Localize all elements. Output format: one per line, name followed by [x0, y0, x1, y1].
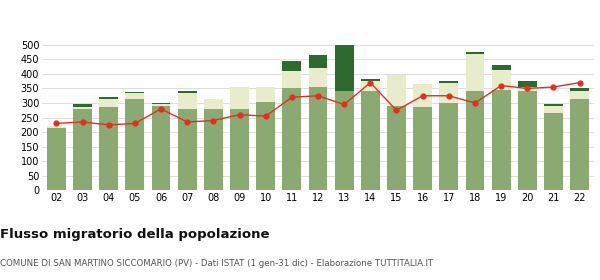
Bar: [73, 109, 92, 190]
Bar: [125, 99, 144, 190]
Bar: [204, 99, 223, 109]
Bar: [387, 106, 406, 190]
Bar: [439, 83, 458, 103]
Bar: [152, 106, 170, 190]
Text: Flusso migratorio della popolazione: Flusso migratorio della popolazione: [0, 228, 269, 241]
Bar: [439, 81, 458, 83]
Bar: [361, 79, 380, 81]
Bar: [466, 91, 484, 190]
Bar: [570, 99, 589, 190]
Bar: [413, 84, 432, 108]
Bar: [178, 91, 197, 93]
Bar: [178, 93, 197, 109]
Bar: [178, 109, 197, 190]
Bar: [570, 88, 589, 91]
Bar: [466, 53, 484, 91]
Bar: [308, 87, 328, 190]
Bar: [518, 91, 537, 190]
Bar: [413, 108, 432, 190]
Bar: [492, 69, 511, 90]
Bar: [308, 68, 328, 87]
Bar: [570, 91, 589, 99]
Bar: [544, 104, 563, 106]
Bar: [466, 52, 484, 53]
Bar: [230, 87, 249, 109]
Bar: [492, 65, 511, 69]
Bar: [335, 45, 353, 91]
Bar: [99, 99, 118, 108]
Bar: [387, 75, 406, 106]
Bar: [256, 102, 275, 190]
Bar: [544, 106, 563, 113]
Bar: [125, 92, 144, 94]
Bar: [308, 55, 328, 68]
Bar: [152, 104, 170, 106]
Bar: [283, 71, 301, 88]
Bar: [204, 109, 223, 190]
Bar: [152, 103, 170, 104]
Bar: [99, 108, 118, 190]
Bar: [518, 81, 537, 87]
Bar: [47, 128, 66, 190]
Bar: [73, 106, 92, 109]
Bar: [283, 61, 301, 71]
Bar: [125, 94, 144, 99]
Bar: [361, 91, 380, 190]
Bar: [230, 109, 249, 190]
Bar: [73, 104, 92, 106]
Bar: [47, 126, 66, 128]
Bar: [544, 113, 563, 190]
Bar: [335, 91, 353, 190]
Bar: [361, 81, 380, 91]
Bar: [439, 103, 458, 190]
Bar: [492, 90, 511, 190]
Bar: [283, 88, 301, 190]
Bar: [518, 87, 537, 91]
Text: COMUNE DI SAN MARTINO SICCOMARIO (PV) - Dati ISTAT (1 gen-31 dic) - Elaborazione: COMUNE DI SAN MARTINO SICCOMARIO (PV) - …: [0, 259, 433, 268]
Bar: [99, 97, 118, 99]
Bar: [256, 87, 275, 102]
